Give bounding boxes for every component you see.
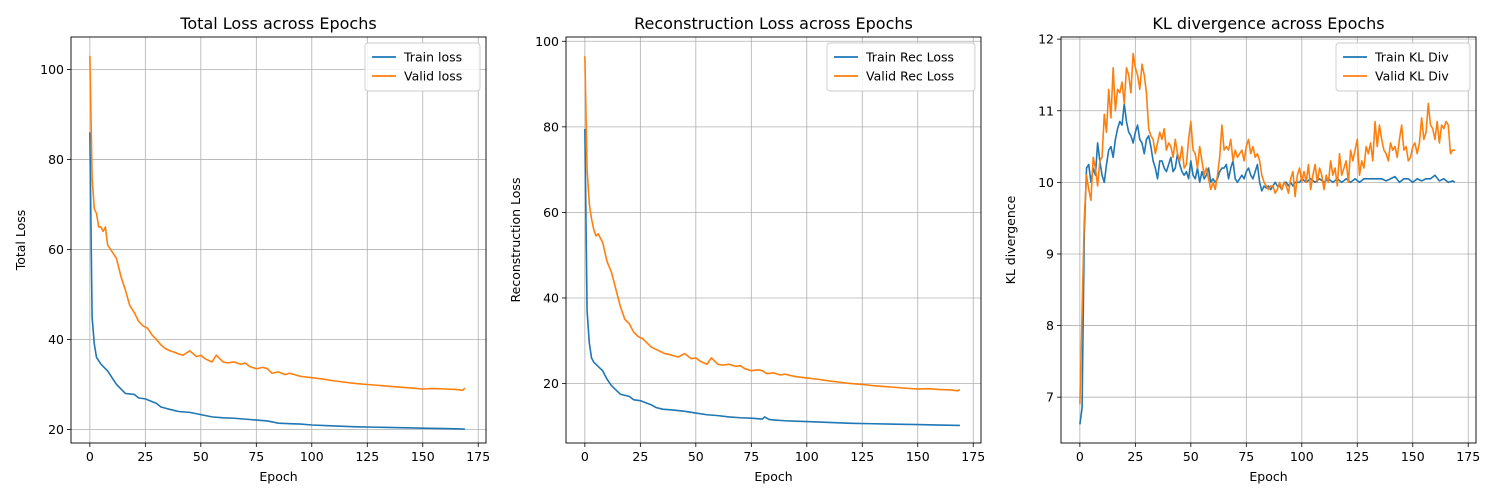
x-tick-label: 125: [355, 449, 379, 464]
legend: Train KL Div Valid KL Div: [1335, 42, 1471, 92]
x-tick-label: 150: [1401, 449, 1425, 464]
x-tick-label: 150: [411, 449, 435, 464]
x-ticks: 0 25 50 75 100 125 150 175: [86, 443, 490, 464]
x-tick-label: 25: [137, 449, 153, 464]
x-tick-label: 50: [1183, 449, 1199, 464]
y-ticks: 20 40 60 80 100: [535, 34, 566, 391]
series-line-2: [584, 56, 961, 392]
x-tick-label: 25: [1127, 449, 1143, 464]
x-tick-label: 75: [1238, 449, 1254, 464]
y-tick-label: 7: [1046, 390, 1054, 405]
x-axis-label: Epoch: [754, 469, 792, 484]
y-tick-label: 60: [543, 205, 559, 220]
series-line-2: [89, 55, 466, 392]
y-tick-label: 9: [1046, 246, 1054, 261]
grid: [566, 37, 981, 443]
y-tick-label: 40: [48, 332, 64, 347]
chart-3: 0 25 50 75 100 125 150 175 7 8 9 10 11 12 KL divergenc…: [1003, 14, 1480, 484]
x-tick-label: 0: [581, 449, 589, 464]
x-tick-label: 175: [466, 449, 490, 464]
y-axis-label: KL divergence: [1003, 195, 1018, 284]
y-tick-label: 60: [48, 242, 64, 257]
y-tick-label: 20: [48, 422, 64, 437]
x-tick-label: 0: [86, 449, 94, 464]
x-tick-label: 75: [743, 449, 759, 464]
y-ticks: 7 8 9 10 11 12: [1038, 32, 1061, 405]
legend-label-1: Train loss: [403, 50, 462, 65]
x-tick-label: 175: [961, 449, 985, 464]
y-axis-label: Total Loss: [13, 210, 28, 272]
series-line-1: [1079, 102, 1456, 425]
y-tick-label: 12: [1038, 32, 1054, 47]
x-tick-label: 100: [300, 449, 324, 464]
series-line-2: [1079, 52, 1455, 405]
legend-box: [364, 42, 481, 92]
x-ticks: 0 25 50 75 100 125 150 175: [581, 443, 985, 464]
x-tick-label: 75: [248, 449, 264, 464]
y-axis-label: Reconstruction Loss: [508, 178, 523, 303]
legend: Train Rec Loss Valid Rec Loss: [826, 42, 976, 92]
y-tick-label: 20: [543, 376, 559, 391]
legend-box: [826, 42, 976, 92]
y-ticks: 20 40 60 80 100: [40, 62, 71, 437]
legend-box: [1335, 42, 1471, 92]
chart-title: Total Loss across Epochs: [179, 14, 376, 33]
y-tick-label: 11: [1038, 103, 1054, 118]
series-line-1: [584, 128, 960, 427]
x-tick-label: 150: [906, 449, 930, 464]
x-axis-label: Epoch: [259, 469, 297, 484]
x-tick-label: 50: [193, 449, 209, 464]
y-tick-label: 80: [543, 119, 559, 134]
x-tick-label: 25: [632, 449, 648, 464]
chart-1: 0 25 50 75 100 125 150 175 20 40 60 80 100 Total Loss…: [13, 14, 490, 484]
chart-title: KL divergence across Epochs: [1152, 14, 1384, 33]
legend-label-2: Valid loss: [404, 69, 462, 84]
chart-title: Reconstruction Loss across Epochs: [634, 14, 913, 33]
x-tick-label: 175: [1456, 449, 1480, 464]
x-tick-label: 100: [795, 449, 819, 464]
x-tick-label: 100: [1290, 449, 1314, 464]
y-tick-label: 100: [40, 62, 64, 77]
x-tick-label: 125: [1345, 449, 1369, 464]
legend-label-2: Valid KL Div: [1375, 69, 1449, 84]
legend-label-2: Valid Rec Loss: [866, 69, 954, 84]
plot-frame: [565, 36, 982, 444]
x-tick-label: 50: [688, 449, 704, 464]
y-tick-label: 80: [48, 152, 64, 167]
y-tick-label: 8: [1046, 318, 1054, 333]
legend: Train loss Valid loss: [364, 42, 481, 92]
y-tick-label: 10: [1038, 175, 1054, 190]
plot-frame: [70, 36, 487, 444]
plot-frame: [1060, 36, 1477, 444]
legend-label-1: Train KL Div: [1374, 50, 1449, 65]
x-ticks: 0 25 50 75 100 125 150 175: [1076, 443, 1480, 464]
x-axis-label: Epoch: [1249, 469, 1287, 484]
series-line-1: [89, 132, 465, 430]
legend-label-1: Train Rec Loss: [865, 50, 954, 65]
y-tick-label: 40: [543, 290, 559, 305]
y-tick-label: 100: [535, 34, 559, 49]
chart-2: 0 25 50 75 100 125 150 175 20 40 60 80 100 Reconstruc…: [508, 14, 985, 484]
x-tick-label: 0: [1076, 449, 1084, 464]
x-tick-label: 125: [850, 449, 874, 464]
